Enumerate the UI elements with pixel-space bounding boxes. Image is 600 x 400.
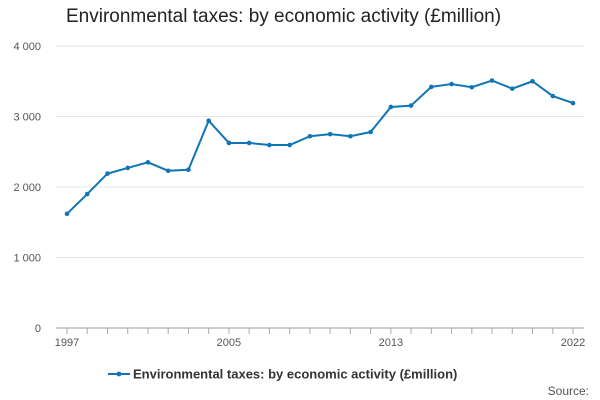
data-point [509, 86, 515, 91]
data-point [327, 131, 333, 137]
x-tick-label: 2013 [379, 337, 403, 349]
data-point [287, 142, 292, 148]
data-point [408, 103, 414, 108]
series-layer [64, 78, 576, 217]
x-tick-label: 1997 [55, 337, 79, 349]
data-point [165, 168, 171, 174]
data-point [368, 129, 373, 135]
data-point [64, 211, 70, 217]
y-tick-label: 1 000 [13, 253, 41, 265]
data-point [429, 84, 434, 90]
source-label: Source: [548, 384, 589, 398]
x-tick-label: 2022 [561, 337, 585, 349]
data-point [469, 84, 475, 90]
data-point [125, 165, 131, 171]
x-axis-ticks: 1997 2005 2013 2022 [55, 328, 585, 349]
legend-label: Environmental taxes: by economic activit… [133, 367, 457, 382]
data-point [145, 160, 151, 165]
legend[interactable]: Environmental taxes: by economic activit… [108, 367, 457, 382]
data-point [105, 171, 110, 176]
data-point [226, 140, 232, 146]
chart-title: Environmental taxes: by economic activit… [66, 6, 502, 27]
y-tick-label: 3 000 [13, 112, 41, 124]
data-point [206, 118, 211, 124]
y-tick-label: 4 000 [13, 41, 41, 53]
data-point [84, 191, 90, 197]
data-point [489, 78, 495, 83]
data-point [267, 142, 272, 148]
data-point [186, 167, 191, 173]
legend-marker [116, 371, 122, 377]
data-point [388, 104, 394, 110]
data-point [570, 100, 576, 106]
series-line [66, 79, 574, 215]
data-point [449, 81, 454, 87]
data-point [550, 93, 556, 99]
y-tick-label: 2 000 [13, 182, 41, 194]
x-tick-label: 2005 [217, 337, 241, 349]
data-point [530, 78, 535, 84]
data-point [246, 140, 252, 146]
data-point [307, 133, 313, 139]
y-axis-ticks: 0 1 000 2 000 3 000 4 000 [13, 41, 41, 335]
gridlines [56, 45, 584, 258]
y-tick-label: 0 [35, 323, 41, 335]
data-point [348, 133, 353, 139]
